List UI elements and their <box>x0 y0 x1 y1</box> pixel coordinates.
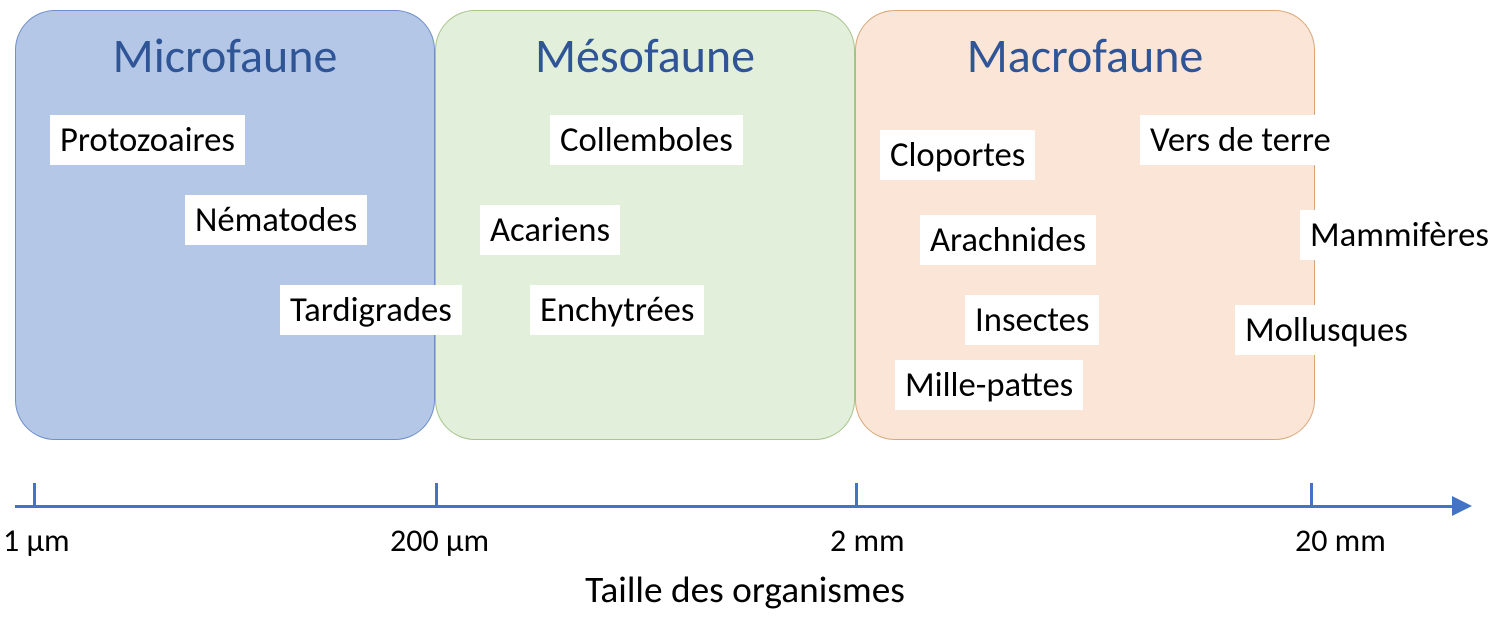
organism-label: Mille-pattes <box>895 360 1083 410</box>
organism-label: Nématodes <box>185 195 367 245</box>
axis-tick <box>1310 483 1313 507</box>
organism-label: Enchytrées <box>530 285 704 335</box>
axis-title: Taille des organismes <box>0 567 1490 613</box>
organism-label: Mammifères <box>1300 210 1490 260</box>
axis-tick <box>855 483 858 507</box>
axis-arrowhead-icon <box>1452 496 1472 516</box>
organism-label: Insectes <box>965 295 1099 345</box>
axis-tick-label: 200 µm <box>390 521 489 560</box>
organism-label: Tardigrades <box>280 285 462 335</box>
axis-tick <box>33 483 36 507</box>
organism-label: Arachnides <box>920 215 1096 265</box>
panel-title-microfaune: Microfaune <box>16 26 434 85</box>
organism-label: Acariens <box>480 205 620 255</box>
axis-tick <box>435 483 438 507</box>
axis-tick-label: 1 µm <box>3 521 70 560</box>
organism-label: Vers de terre <box>1140 115 1341 165</box>
panel-title-macrofaune: Macrofaune <box>856 26 1314 85</box>
organism-label: Collemboles <box>550 115 743 165</box>
axis-line <box>15 505 1455 508</box>
axis-tick-label: 2 mm <box>830 521 905 560</box>
organism-label: Cloportes <box>880 130 1035 180</box>
axis-tick-label: 20 mm <box>1295 521 1386 560</box>
organism-label: Protozoaires <box>50 115 245 165</box>
panel-title-mesofaune: Mésofaune <box>436 26 854 85</box>
organism-label: Mollusques <box>1235 305 1418 355</box>
